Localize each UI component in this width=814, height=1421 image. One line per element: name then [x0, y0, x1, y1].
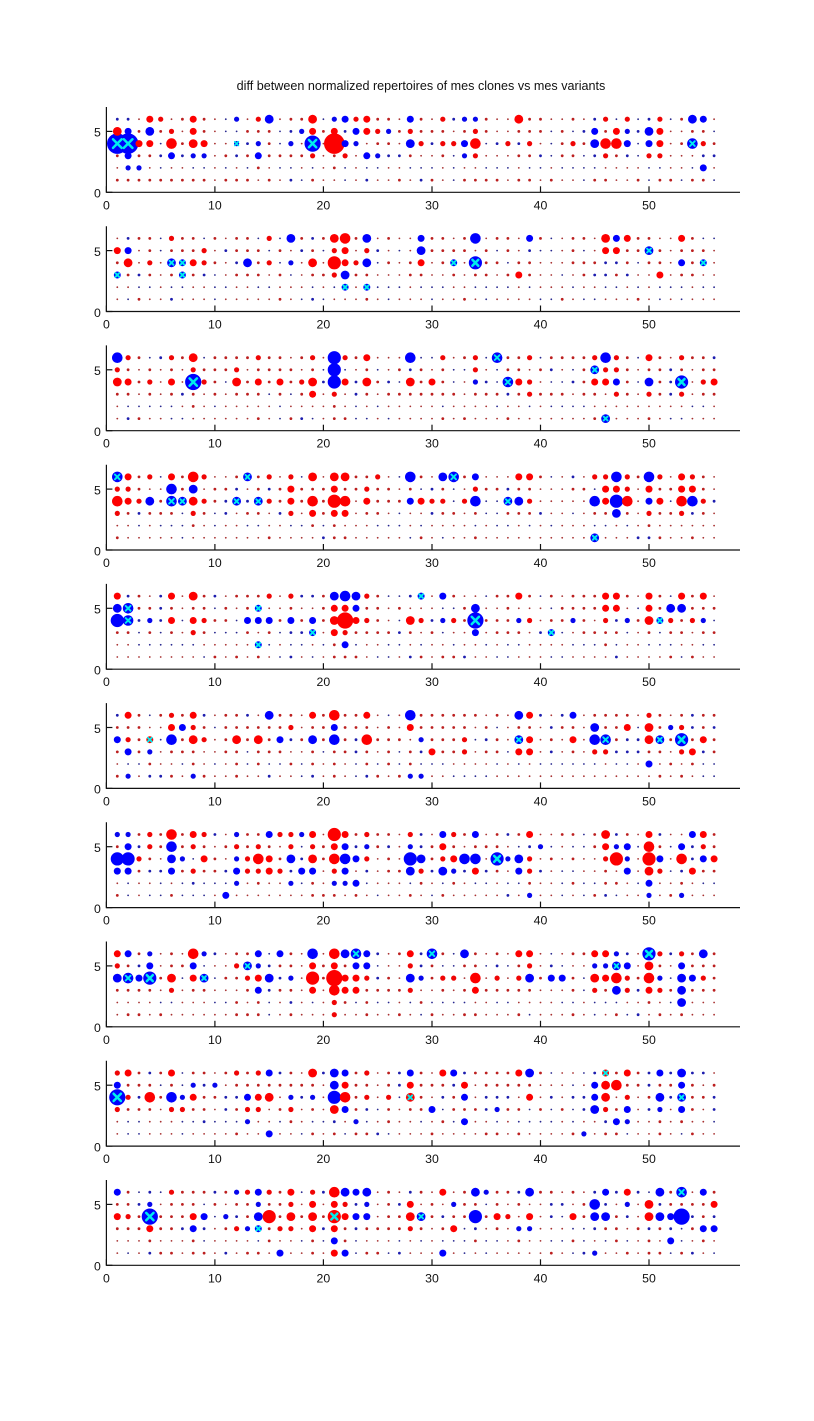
svg-text:0: 0 [94, 544, 101, 558]
svg-text:0: 0 [94, 1260, 101, 1274]
svg-text:10: 10 [208, 198, 222, 212]
svg-text:50: 50 [642, 794, 656, 808]
svg-text:0: 0 [103, 794, 110, 808]
svg-text:0: 0 [103, 1271, 110, 1285]
svg-text:10: 10 [208, 794, 222, 808]
svg-text:30: 30 [425, 1033, 439, 1047]
svg-text:30: 30 [425, 794, 439, 808]
svg-text:20: 20 [317, 437, 331, 451]
svg-text:0: 0 [94, 664, 101, 678]
svg-text:5: 5 [94, 841, 101, 855]
svg-text:50: 50 [642, 1033, 656, 1047]
svg-text:20: 20 [317, 675, 331, 689]
svg-text:30: 30 [425, 914, 439, 928]
svg-text:30: 30 [425, 318, 439, 332]
svg-text:5: 5 [94, 1080, 101, 1094]
svg-text:5: 5 [94, 245, 101, 259]
svg-text:0: 0 [103, 914, 110, 928]
svg-text:50: 50 [642, 675, 656, 689]
svg-text:40: 40 [534, 1033, 548, 1047]
svg-text:0: 0 [94, 425, 101, 439]
svg-text:0: 0 [94, 1140, 101, 1154]
svg-text:20: 20 [317, 198, 331, 212]
svg-text:20: 20 [317, 1033, 331, 1047]
svg-text:10: 10 [208, 1271, 222, 1285]
svg-text:40: 40 [534, 794, 548, 808]
svg-text:40: 40 [534, 1152, 548, 1166]
svg-text:0: 0 [103, 198, 110, 212]
svg-text:10: 10 [208, 556, 222, 570]
svg-text:20: 20 [317, 556, 331, 570]
svg-text:10: 10 [208, 914, 222, 928]
svg-text:0: 0 [94, 1021, 101, 1035]
svg-text:5: 5 [94, 364, 101, 378]
svg-text:0: 0 [94, 187, 101, 201]
svg-text:5: 5 [94, 126, 101, 140]
svg-text:50: 50 [642, 437, 656, 451]
svg-text:0: 0 [103, 556, 110, 570]
svg-text:0: 0 [103, 1152, 110, 1166]
svg-text:50: 50 [642, 1271, 656, 1285]
svg-text:40: 40 [534, 556, 548, 570]
svg-text:40: 40 [534, 318, 548, 332]
svg-text:30: 30 [425, 556, 439, 570]
svg-text:50: 50 [642, 556, 656, 570]
svg-text:40: 40 [534, 437, 548, 451]
svg-text:10: 10 [208, 1152, 222, 1166]
svg-text:10: 10 [208, 675, 222, 689]
svg-text:20: 20 [317, 794, 331, 808]
svg-text:0: 0 [103, 675, 110, 689]
svg-text:5: 5 [94, 483, 101, 497]
svg-text:0: 0 [94, 902, 101, 916]
svg-text:30: 30 [425, 1152, 439, 1166]
svg-text:30: 30 [425, 437, 439, 451]
svg-text:30: 30 [425, 198, 439, 212]
svg-text:5: 5 [94, 722, 101, 736]
svg-text:0: 0 [103, 1033, 110, 1047]
svg-text:40: 40 [534, 1271, 548, 1285]
svg-text:10: 10 [208, 1033, 222, 1047]
svg-text:30: 30 [425, 675, 439, 689]
svg-text:20: 20 [317, 1271, 331, 1285]
svg-text:40: 40 [534, 198, 548, 212]
svg-text:5: 5 [94, 1199, 101, 1213]
svg-text:50: 50 [642, 198, 656, 212]
svg-text:diff between normalized repert: diff between normalized repertoires of m… [237, 79, 606, 93]
svg-text:10: 10 [208, 437, 222, 451]
svg-text:20: 20 [317, 1152, 331, 1166]
svg-text:5: 5 [94, 960, 101, 974]
svg-text:50: 50 [642, 1152, 656, 1166]
svg-text:20: 20 [317, 318, 331, 332]
svg-text:50: 50 [642, 318, 656, 332]
svg-text:0: 0 [103, 318, 110, 332]
svg-text:10: 10 [208, 318, 222, 332]
svg-text:30: 30 [425, 1271, 439, 1285]
svg-text:40: 40 [534, 914, 548, 928]
svg-text:40: 40 [534, 675, 548, 689]
svg-text:50: 50 [642, 914, 656, 928]
svg-text:0: 0 [103, 437, 110, 451]
svg-text:5: 5 [94, 603, 101, 617]
svg-text:20: 20 [317, 914, 331, 928]
svg-text:0: 0 [94, 306, 101, 320]
svg-text:0: 0 [94, 783, 101, 797]
